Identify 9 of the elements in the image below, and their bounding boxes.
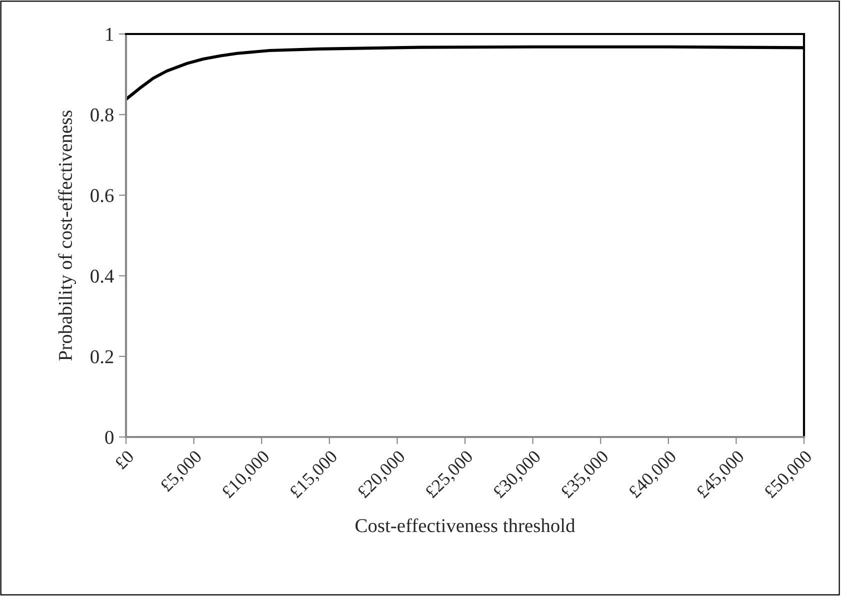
- y-tick-label: 0: [105, 430, 114, 444]
- x-axis-title: Cost-effectiveness threshold: [356, 518, 576, 532]
- y-tick-label: 0.8: [90, 108, 114, 122]
- y-tick-label: 0.4: [90, 270, 114, 283]
- y-tick-label: 1: [106, 28, 114, 41]
- y-tick-label: 0.2: [90, 350, 114, 364]
- x-tick-label: £0: [114, 450, 134, 470]
- y-tick-label: 0.6: [90, 189, 114, 202]
- y-axis-title: Probability of cost-effectiveness: [58, 110, 76, 361]
